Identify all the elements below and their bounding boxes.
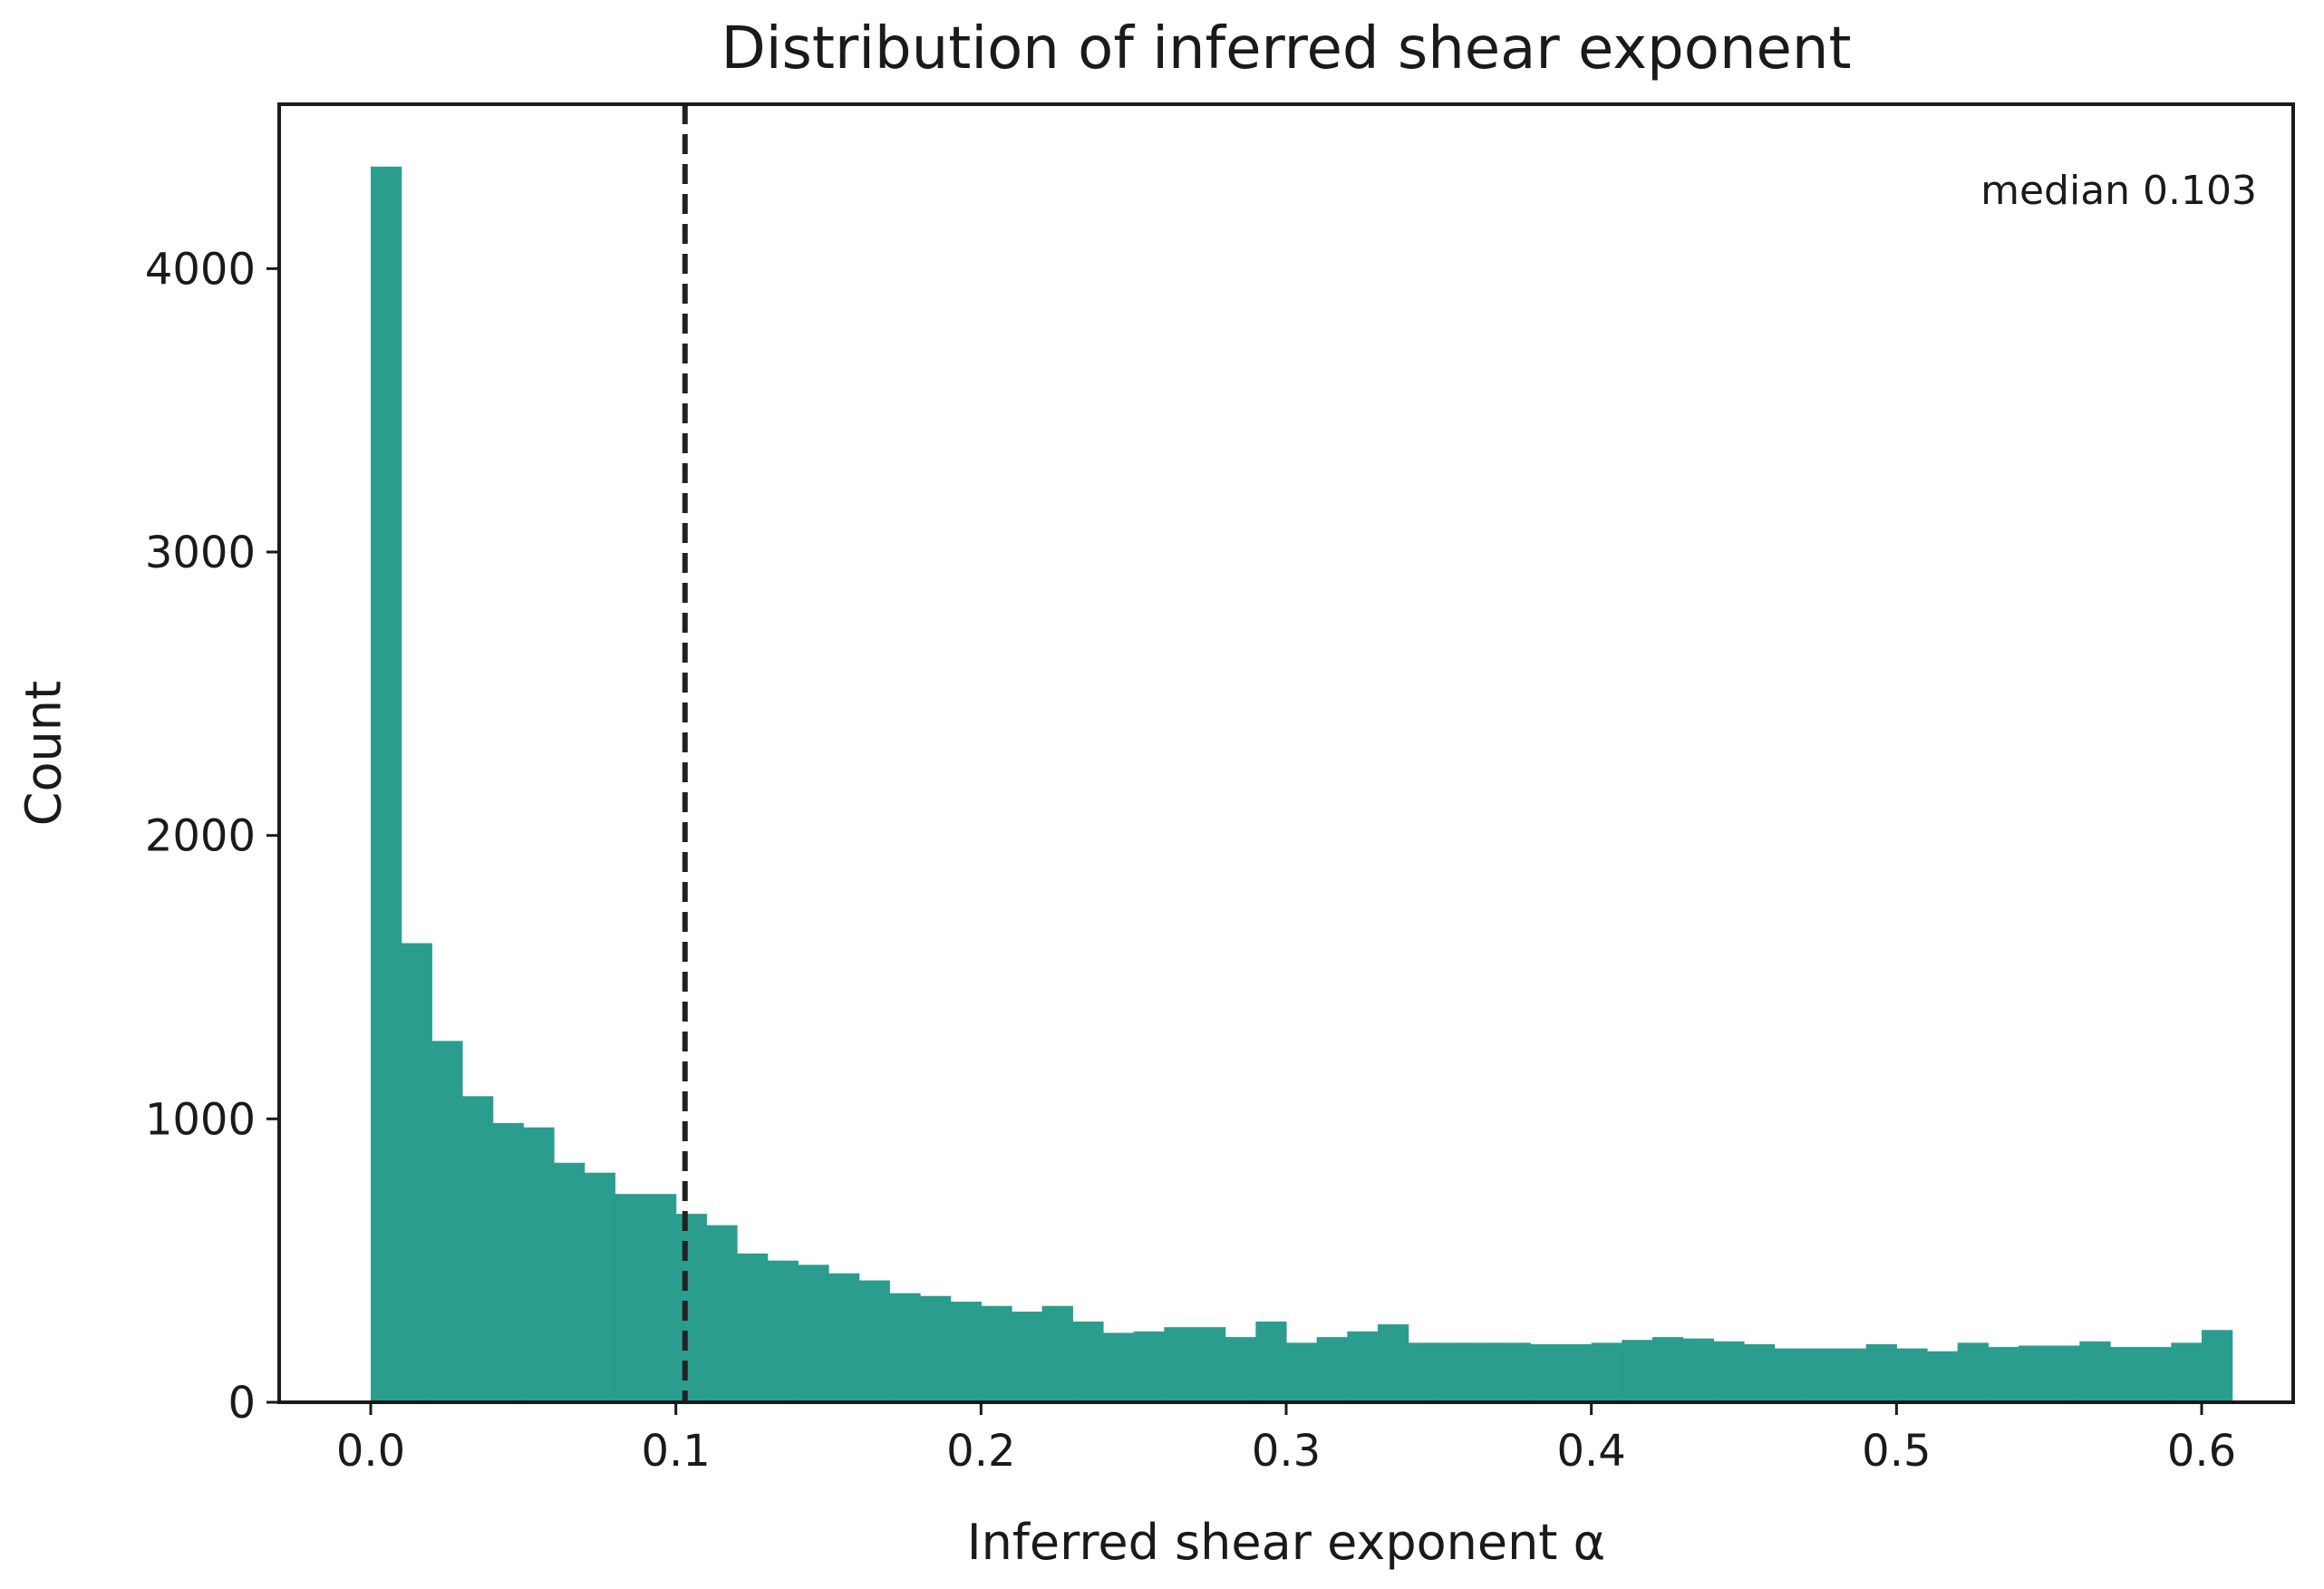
- histogram-bar: [1622, 1340, 1653, 1402]
- histogram-bar: [1286, 1342, 1318, 1402]
- y-axis-ticks: 0 1000 2000 3000 4000: [145, 244, 279, 1429]
- histogram-bar: [1378, 1324, 1409, 1402]
- histogram-bar: [1255, 1321, 1287, 1402]
- histogram-bar: [2110, 1347, 2142, 1402]
- x-tick-label: 0.1: [641, 1426, 710, 1477]
- histogram-bar: [1927, 1351, 1959, 1402]
- histogram-bar: [1988, 1347, 2019, 1402]
- histogram-bar: [1774, 1348, 1806, 1402]
- histogram-bar: [431, 1041, 463, 1402]
- x-axis-label: Inferred shear exponent α: [967, 1514, 1606, 1571]
- histogram-bar: [2202, 1330, 2233, 1402]
- y-tick-label: 0: [228, 1378, 256, 1429]
- histogram-bar: [767, 1260, 799, 1402]
- x-tick-label: 0.0: [336, 1426, 405, 1477]
- histogram-bar: [981, 1305, 1012, 1402]
- x-tick-label: 0.5: [1862, 1426, 1931, 1477]
- histogram-bar: [1865, 1343, 1897, 1402]
- histogram-bar: [2048, 1345, 2080, 1402]
- histogram-bar: [1041, 1305, 1073, 1402]
- y-tick-label: 1000: [145, 1094, 256, 1145]
- histogram-bar: [706, 1225, 738, 1402]
- histogram-bar: [1896, 1348, 1928, 1402]
- histogram-bar: [1713, 1341, 1745, 1402]
- y-tick-label: 4000: [145, 244, 256, 295]
- histogram-bar: [492, 1123, 524, 1402]
- y-tick-label: 3000: [145, 528, 256, 578]
- histogram-bar: [645, 1194, 677, 1402]
- histogram-bar: [401, 943, 432, 1402]
- histogram-bar: [523, 1127, 555, 1402]
- y-axis-label: Count: [15, 681, 73, 826]
- histogram-bar: [950, 1302, 982, 1402]
- histogram-bar: [828, 1273, 860, 1402]
- histogram-bar: [798, 1264, 829, 1402]
- x-axis-ticks: 0.0 0.1 0.2 0.3 0.4 0.5 0.6: [336, 1402, 2236, 1477]
- histogram-bar: [1591, 1342, 1622, 1402]
- histogram-bar: [1408, 1342, 1439, 1402]
- histogram-bar: [1347, 1331, 1379, 1402]
- histogram-bar: [1561, 1343, 1593, 1402]
- histogram-bar: [1652, 1337, 1684, 1402]
- histogram-bar: [462, 1096, 494, 1402]
- x-tick-label: 0.4: [1556, 1426, 1625, 1477]
- histogram-bar: [1103, 1332, 1135, 1402]
- histogram-bar: [1225, 1337, 1256, 1402]
- histogram-bar: [1438, 1342, 1470, 1402]
- y-tick-label: 2000: [145, 811, 256, 862]
- histogram-bar: [675, 1214, 707, 1402]
- histogram-bar: [1164, 1327, 1196, 1402]
- histogram-bar: [615, 1194, 646, 1402]
- x-tick-label: 0.6: [2167, 1426, 2236, 1477]
- histogram-bar: [1530, 1343, 1562, 1402]
- x-tick-label: 0.2: [946, 1426, 1015, 1477]
- histogram-bar: [584, 1172, 615, 1402]
- histogram-bar: [554, 1162, 586, 1402]
- histogram-bar: [920, 1295, 952, 1402]
- bars-layer: [371, 166, 2233, 1403]
- histogram-bar: [2171, 1342, 2203, 1402]
- histogram-bar: [1133, 1331, 1165, 1402]
- histogram-bar: [737, 1253, 769, 1402]
- histogram-bar: [1957, 1342, 1989, 1402]
- histogram-bar: [2140, 1347, 2172, 1402]
- histogram-bar: [2019, 1345, 2050, 1402]
- histogram-bar: [1316, 1337, 1348, 1402]
- x-tick-label: 0.3: [1252, 1426, 1321, 1477]
- histogram-bar: [1012, 1311, 1043, 1402]
- median-annotation: median 0.103: [1980, 168, 2257, 214]
- histogram-bar: [1744, 1343, 1776, 1402]
- histogram-bar: [2079, 1341, 2111, 1402]
- histogram-bar: [1682, 1338, 1714, 1402]
- histogram-bar: [1195, 1327, 1226, 1402]
- chart-title: Distribution of inferred shear exponent: [721, 15, 1851, 82]
- histogram-bar: [858, 1280, 890, 1402]
- histogram-bar: [1805, 1348, 1836, 1402]
- histogram-bar: [371, 166, 402, 1403]
- histogram-bar: [889, 1293, 921, 1402]
- histogram-bar: [1469, 1342, 1501, 1402]
- histogram-bar: [1835, 1348, 1867, 1402]
- histogram-bar: [1072, 1321, 1104, 1402]
- histogram-bar: [1499, 1342, 1531, 1402]
